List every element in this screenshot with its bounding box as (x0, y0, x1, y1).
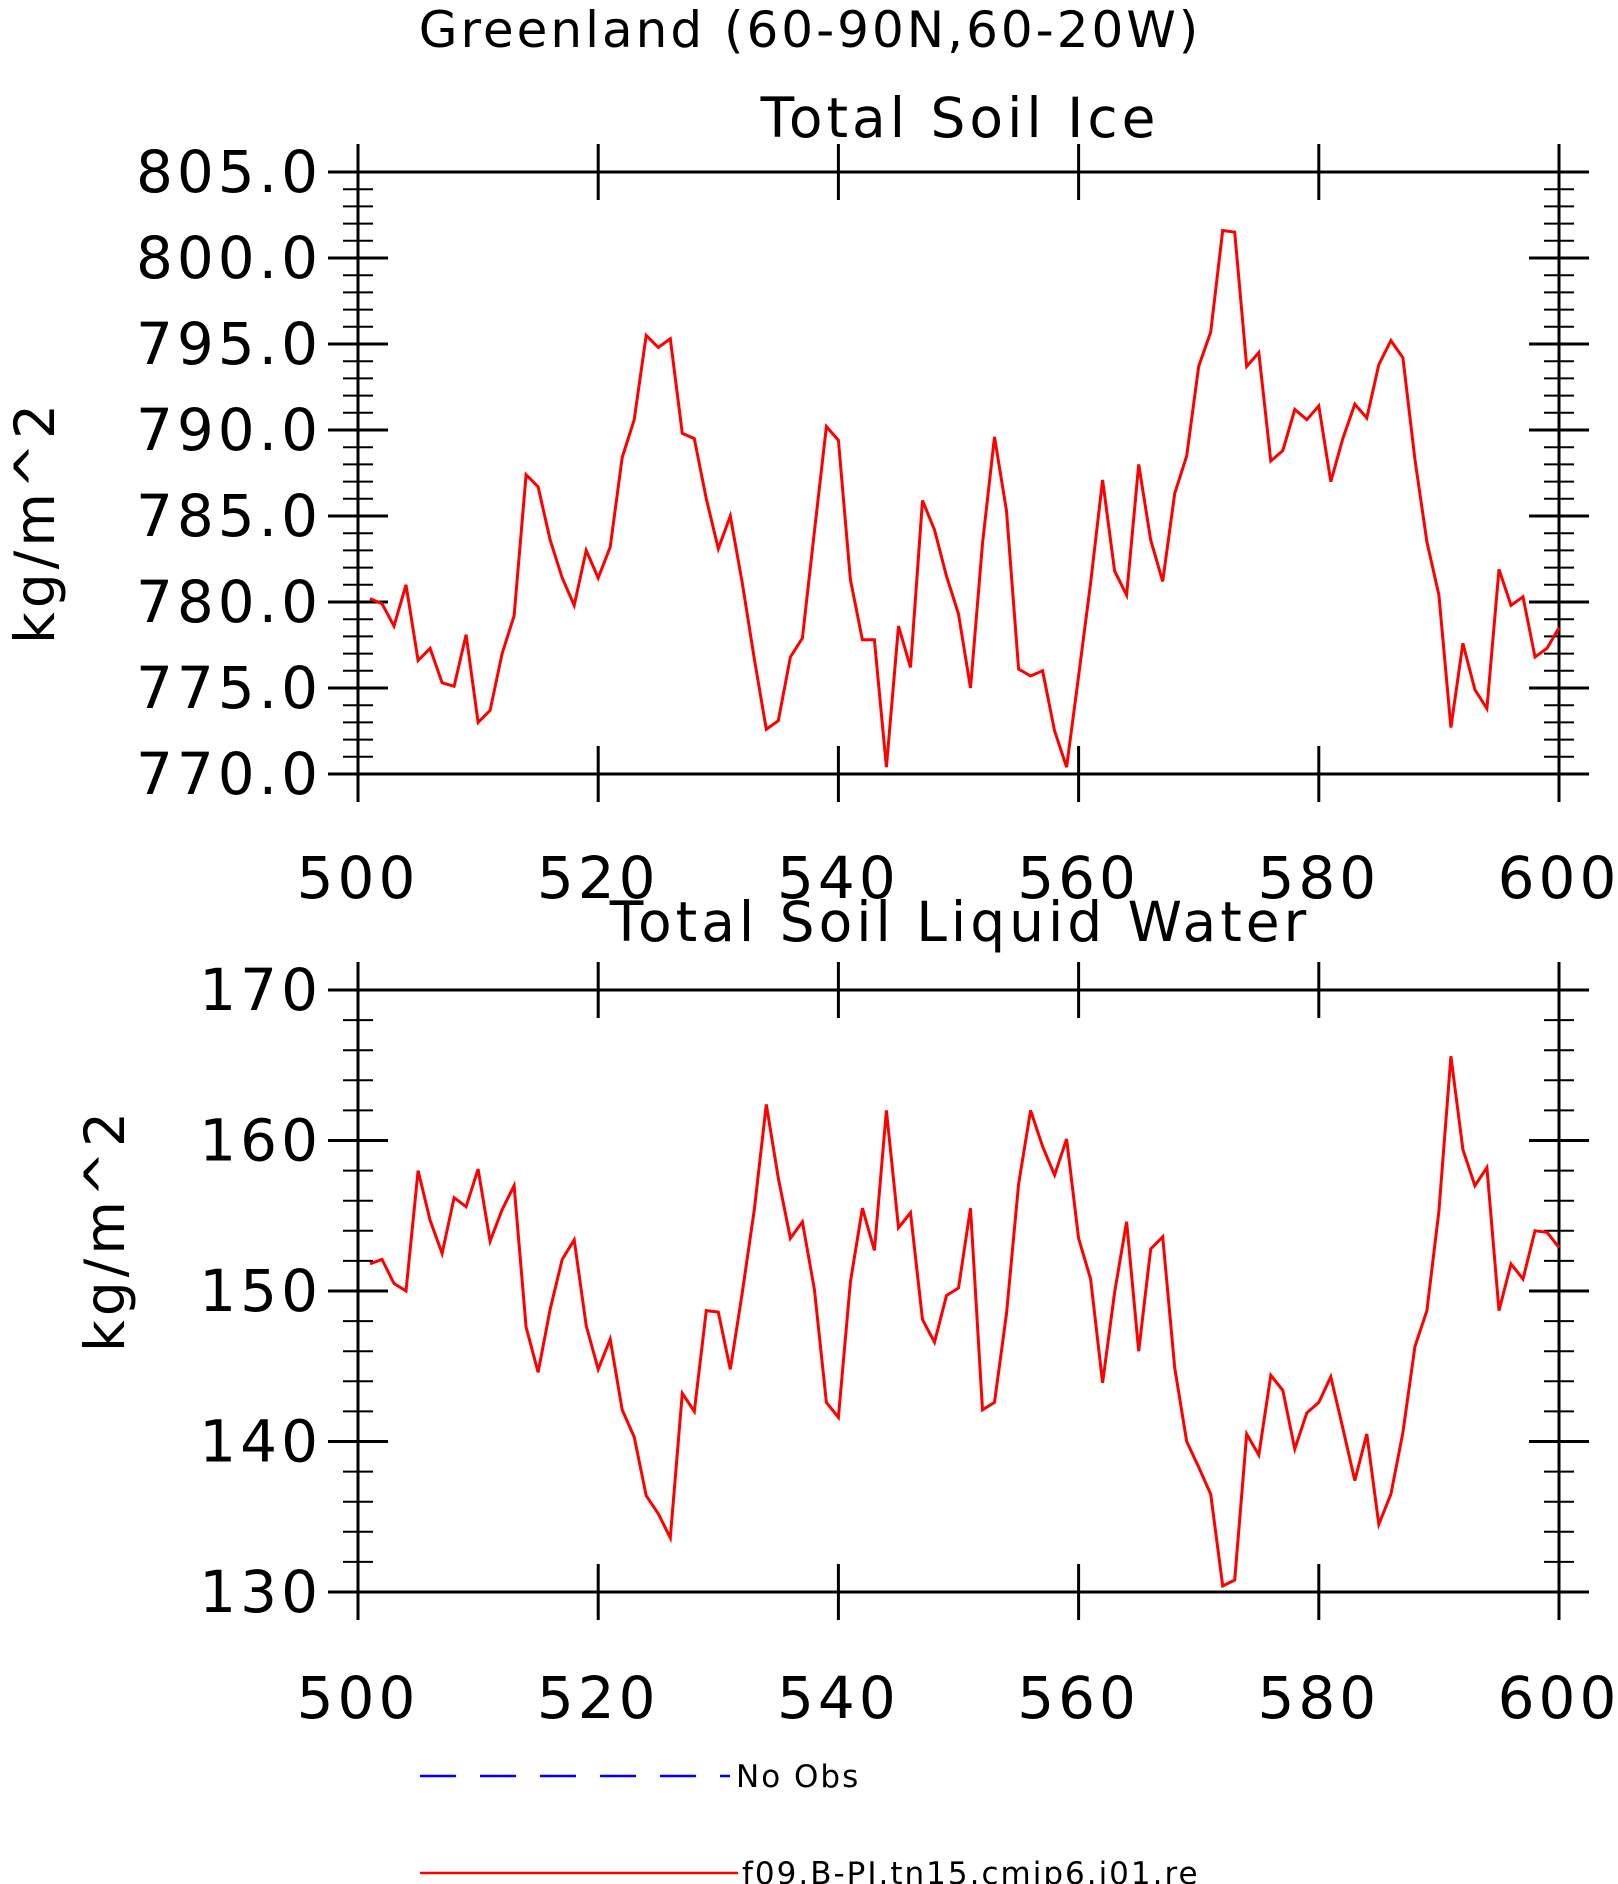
x-tick-label: 500 (297, 844, 420, 912)
x-tick-label: 560 (1017, 1664, 1140, 1732)
series-line (369, 1056, 1561, 1589)
y-tick-label: 790.0 (136, 396, 322, 464)
x-tick-label: 580 (1257, 1664, 1380, 1732)
y-tick-label: 800.0 (136, 224, 322, 292)
x-tick-label: 580 (1257, 844, 1380, 912)
legend-label-model: f09.B-PI.tn15.cmip6.j01.re (742, 1856, 1200, 1884)
y-tick-label: 780.0 (136, 568, 322, 636)
y-tick-label: 805.0 (136, 138, 322, 206)
x-tick-label: 560 (1017, 844, 1140, 912)
x-tick-label: 600 (1498, 844, 1618, 912)
y-axis-label: kg/m^2 (73, 1108, 137, 1352)
x-tick-label: 600 (1498, 1664, 1618, 1732)
y-tick-label: 770.0 (136, 740, 322, 808)
y-axis-label: kg/m^2 (3, 400, 67, 644)
x-tick-label: 520 (537, 844, 660, 912)
y-tick-label: 775.0 (136, 654, 322, 722)
panel-total-soil-ice: Total Soil Ice kg/m^2 500 520 540 560 580 600… (3, 86, 1618, 912)
panel-total-soil-liquid-water: Total Soil Liquid Water kg/m^2 500 520 540… (73, 890, 1618, 1732)
plot-frame (356, 170, 1561, 776)
series-line (369, 228, 1561, 768)
figure-title: Greenland (60-90N,60-20W) (419, 1, 1202, 59)
panel-title: Total Soil Ice (760, 86, 1160, 150)
y-tick-label: 785.0 (136, 482, 322, 550)
plot-frame (356, 988, 1561, 1594)
y-tick-label: 140 (199, 1408, 322, 1476)
y-tick-label: 170 (199, 956, 322, 1024)
x-tick-label: 540 (777, 1664, 900, 1732)
x-tick-label: 540 (777, 844, 900, 912)
y-tick-label: 795.0 (136, 310, 322, 378)
legend-label-no-obs: No Obs (736, 1759, 860, 1795)
y-tick-label: 150 (199, 1257, 322, 1325)
x-tick-label: 500 (297, 1664, 420, 1732)
panel-title: Total Soil Liquid Water (609, 890, 1311, 954)
x-tick-label: 520 (537, 1664, 660, 1732)
y-tick-label: 130 (199, 1558, 322, 1626)
y-tick-label: 160 (199, 1107, 322, 1175)
legend: No Obs f09.B-PI.tn15.cmip6.j01.re (420, 1759, 1200, 1884)
